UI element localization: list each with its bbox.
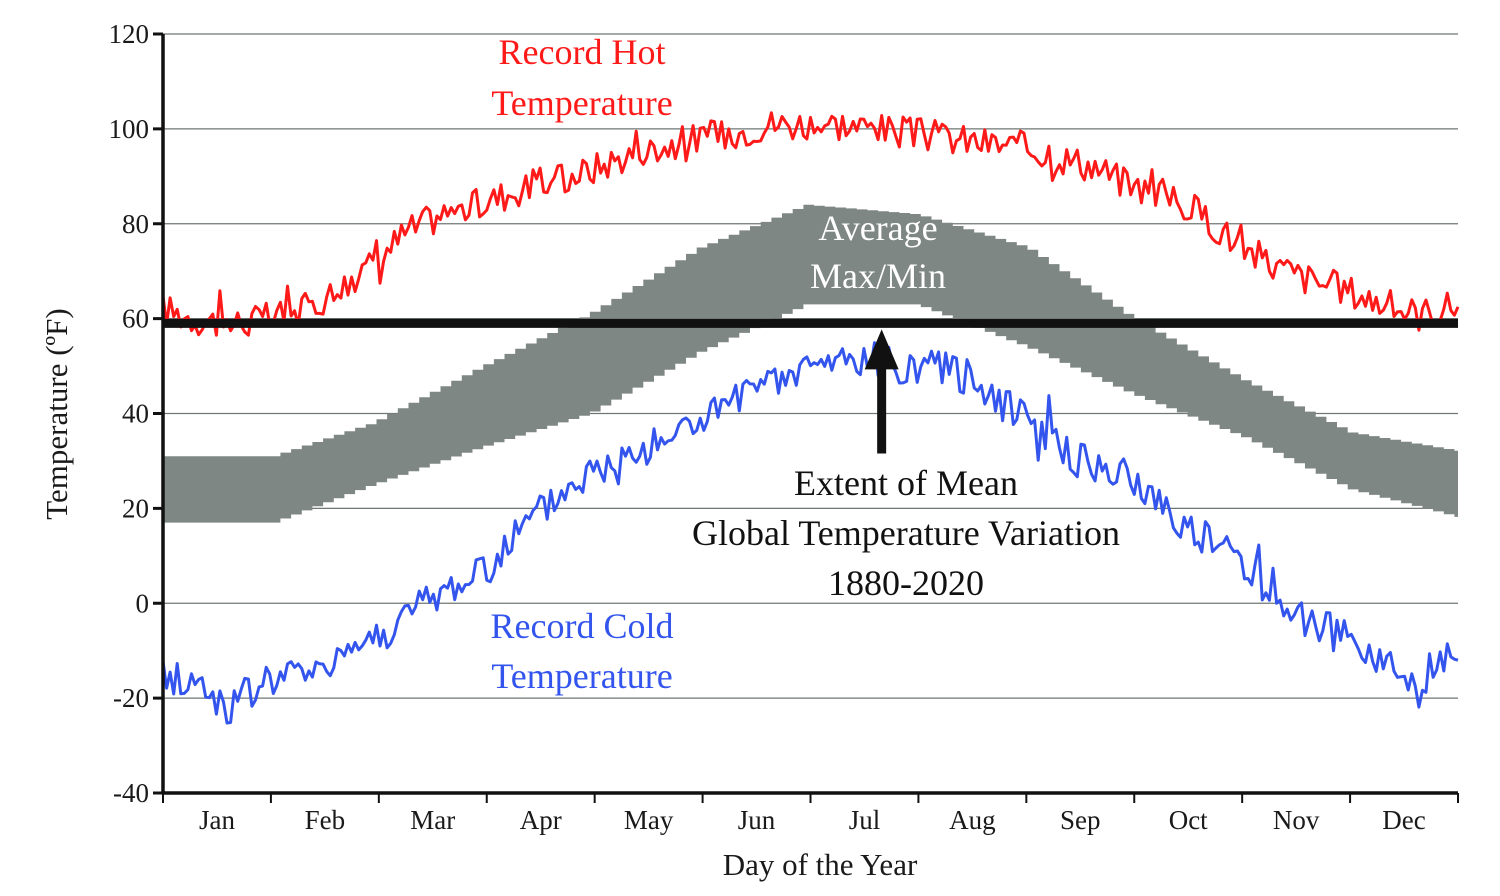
y-tick-label: -20 <box>113 683 149 713</box>
y-tick-label: 80 <box>122 209 149 239</box>
y-tick-label: 120 <box>109 19 150 49</box>
y-tick-label: 20 <box>122 493 149 523</box>
x-tick-label: Apr <box>520 805 562 835</box>
x-tick-label: Sep <box>1060 805 1101 835</box>
x-tick-label: Jan <box>199 805 235 835</box>
average-band-area <box>163 204 1458 523</box>
annotation-record-hot-line1: Record Hot <box>499 32 666 72</box>
record-cold-line <box>161 341 1459 725</box>
x-tick-label: Mar <box>410 805 455 835</box>
annotation-mean-line3: 1880-2020 <box>828 563 984 603</box>
annotation-record-hot-line2: Temperature <box>491 83 672 123</box>
y-axis-ticks: 120 100 80 60 40 20 0 -20 -40 <box>109 19 163 808</box>
annotation-record-cold-line2: Temperature <box>491 656 672 696</box>
annotation-record-cold-line1: Record Cold <box>491 606 674 646</box>
average-max-min-band <box>163 204 1458 523</box>
record-hot-line <box>161 111 1460 337</box>
y-tick-label: 60 <box>122 304 149 334</box>
x-tick-label: Jul <box>849 805 881 835</box>
x-tick-label: Jun <box>738 805 776 835</box>
x-tick-label: Aug <box>949 805 996 835</box>
annotation-mean-line1: Extent of Mean <box>794 463 1018 503</box>
x-tick-label: Oct <box>1169 805 1208 835</box>
y-axis-title: Temperature (ºF) <box>39 308 74 519</box>
annotation-average-line1: Average <box>818 208 937 248</box>
x-axis-title: Day of the Year <box>723 847 918 882</box>
x-tick-label: May <box>624 805 674 835</box>
arrow-head <box>864 329 899 370</box>
mean-global-temperature-line <box>163 318 1458 454</box>
y-tick-label: 40 <box>122 399 149 429</box>
x-tick-label: Nov <box>1273 805 1320 835</box>
y-tick-label: -40 <box>113 778 149 808</box>
annotation-average-line2: Max/Min <box>810 256 946 296</box>
y-tick-label: 100 <box>109 114 150 144</box>
y-tick-label: 0 <box>136 588 150 618</box>
x-tick-label: Feb <box>305 805 346 835</box>
record-series <box>161 111 1460 725</box>
x-axis-ticks: Jan Feb Mar Apr May Jun Jul Aug Sep Oct Nov Dec <box>162 793 1459 835</box>
annotation-mean-line2: Global Temperature Variation <box>692 513 1120 553</box>
x-tick-label: Dec <box>1382 805 1425 835</box>
